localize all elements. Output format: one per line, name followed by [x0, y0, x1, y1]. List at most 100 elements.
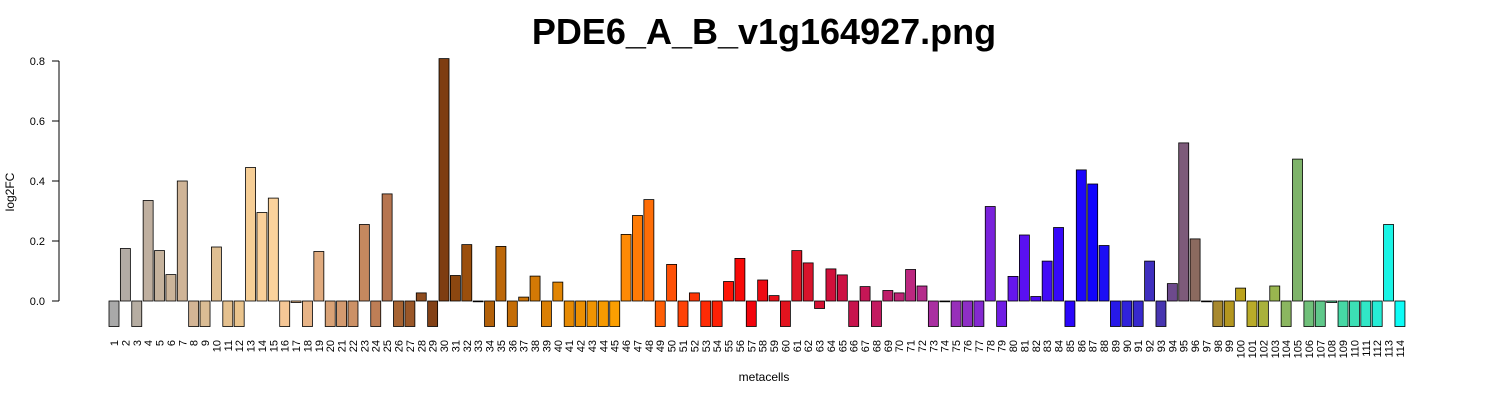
bar-metacell-53	[700, 300, 712, 327]
x-tick-label: 104	[1281, 340, 1293, 358]
x-tick-label: 42	[576, 340, 588, 352]
x-tick-label: 72	[917, 340, 929, 352]
bar-metacell-60	[780, 300, 791, 327]
x-tick-label: 71	[906, 340, 918, 352]
bar-metacell-40	[552, 281, 564, 302]
bar-metacell-54	[711, 300, 723, 327]
bar-metacell-68	[871, 300, 882, 327]
bar-metacell-114	[1394, 300, 1406, 327]
bar-metacell-12	[233, 300, 245, 327]
x-tick-label: 100	[1236, 340, 1248, 358]
bar-metacell-31	[449, 275, 461, 302]
x-tick-label: 21	[337, 340, 349, 352]
x-tick-label: 12	[234, 340, 246, 352]
x-tick-label: 114	[1395, 340, 1407, 358]
x-tick-label: 96	[1190, 340, 1202, 352]
y-tick-label: 0.0	[30, 296, 45, 308]
x-tick-label: 97	[1201, 340, 1213, 352]
bar-metacell-59	[768, 295, 780, 302]
x-tick-label: 102	[1258, 340, 1270, 358]
bar-metacell-44	[597, 300, 609, 327]
y-axis-label: log2FC	[3, 172, 17, 211]
y-tick-label: 0.2	[30, 236, 45, 248]
bar-metacell-16	[279, 300, 291, 327]
bar-metacell-87	[1087, 183, 1099, 302]
x-tick-label: 88	[1099, 340, 1111, 352]
bar-metacell-108	[1326, 300, 1338, 303]
x-tick-label: 91	[1133, 340, 1145, 352]
bar-metacell-49	[654, 300, 666, 327]
bar-metacell-63	[814, 300, 825, 309]
x-tick-label: 57	[746, 340, 758, 352]
bar-metacell-19	[313, 251, 325, 302]
bar-metacell-103	[1269, 285, 1281, 302]
x-tick-label: 75	[951, 340, 963, 352]
x-tick-label: 17	[291, 340, 303, 352]
x-tick-label: 10	[211, 340, 223, 352]
bar-metacell-99	[1223, 300, 1235, 327]
x-tick-label: 47	[632, 340, 644, 352]
x-tick-label: 3	[132, 340, 144, 346]
x-tick-label: 99	[1224, 340, 1236, 352]
x-tick-label: 70	[894, 340, 906, 352]
bar-metacell-37	[518, 296, 530, 302]
bar-metacell-36	[506, 300, 518, 327]
bar-metacell-2	[119, 248, 131, 302]
bar-metacell-34	[484, 300, 495, 327]
x-tick-label: 19	[314, 340, 326, 352]
x-tick-label: 38	[530, 340, 542, 352]
bar-metacell-51	[677, 300, 689, 327]
bar-metacell-111	[1360, 300, 1372, 327]
bar-metacell-96	[1189, 238, 1201, 302]
bar-metacell-61	[791, 250, 803, 302]
bar-metacell-110	[1349, 300, 1360, 327]
y-tick-label: 0.6	[30, 116, 45, 128]
bar-metacell-69	[882, 290, 894, 302]
x-tick-label: 62	[803, 340, 815, 352]
bar-metacell-74	[939, 300, 951, 303]
x-tick-label: 66	[849, 340, 861, 352]
x-tick-label: 81	[1019, 340, 1031, 352]
bar-metacell-86	[1075, 169, 1087, 302]
bar-metacell-93	[1155, 300, 1167, 327]
bar-metacell-79	[996, 300, 1008, 327]
x-tick-label: 86	[1076, 340, 1088, 352]
x-tick-label: 46	[621, 340, 633, 352]
bar-metacell-72	[916, 285, 928, 302]
bar-metacell-14	[256, 212, 268, 302]
x-tick-label: 56	[735, 340, 747, 352]
x-tick-label: 110	[1349, 340, 1361, 358]
bar-metacell-82	[1030, 296, 1042, 302]
x-tick-label: 84	[1054, 340, 1066, 352]
bar-metacell-27	[404, 300, 416, 327]
bar-metacell-38	[529, 275, 541, 302]
bar-metacell-43	[586, 300, 598, 327]
x-tick-label: 101	[1247, 340, 1259, 358]
x-tick-label: 33	[473, 340, 485, 352]
bar-metacell-41	[563, 300, 575, 327]
bar-metacell-88	[1098, 245, 1110, 302]
bar-metacell-45	[609, 300, 621, 327]
x-tick-label: 82	[1031, 340, 1043, 352]
bar-metacell-20	[324, 300, 336, 327]
x-tick-label: 107	[1315, 340, 1327, 358]
x-tick-label: 39	[541, 340, 553, 352]
x-tick-label: 23	[359, 340, 371, 352]
x-tick-label: 35	[496, 340, 508, 352]
x-tick-label: 15	[268, 340, 280, 352]
x-tick-label: 111	[1361, 340, 1373, 357]
x-tick-label: 94	[1167, 340, 1179, 352]
x-tick-label: 11	[223, 340, 235, 351]
x-tick-label: 106	[1304, 340, 1316, 358]
x-tick-label: 30	[439, 340, 451, 352]
bar-metacell-90	[1121, 300, 1133, 327]
bar-metacell-58	[757, 279, 769, 302]
bar-metacell-94	[1166, 283, 1178, 302]
bar-metacell-62	[802, 262, 814, 302]
bar-metacell-11	[222, 300, 234, 327]
bar-metacell-92	[1144, 260, 1155, 302]
bar-metacell-112	[1371, 300, 1383, 327]
bar-metacell-46	[620, 233, 632, 302]
x-tick-label: 108	[1327, 340, 1339, 358]
bar-metacell-7	[176, 180, 188, 302]
